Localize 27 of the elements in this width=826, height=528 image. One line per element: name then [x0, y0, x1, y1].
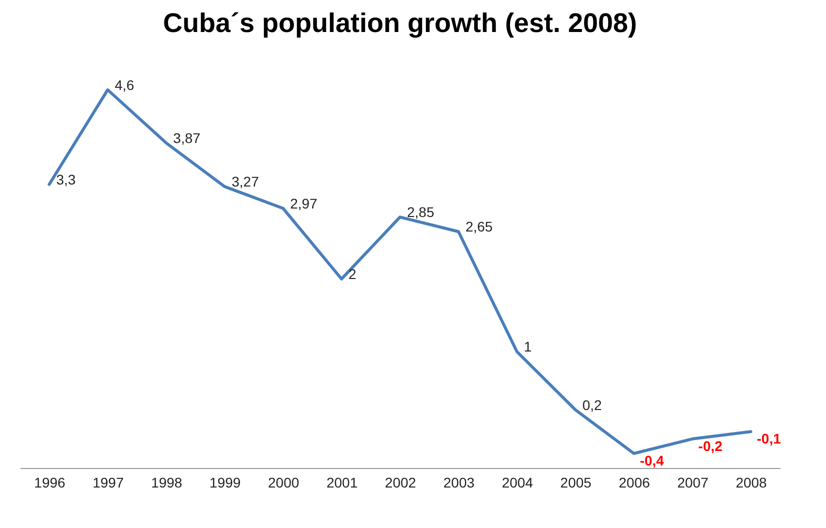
data-label: 3,27	[232, 174, 260, 190]
x-tick-label: 2004	[502, 474, 534, 490]
chart-title: Cuba´s population growth (est. 2008)	[162, 8, 638, 38]
data-label: 2,85	[407, 204, 434, 220]
data-label: 0,2	[582, 396, 602, 413]
data-label: 4,6	[114, 76, 134, 93]
data-label: 3,3	[56, 171, 76, 188]
data-label: 3,87	[173, 130, 201, 146]
data-label: 2,97	[290, 195, 318, 212]
x-tick-label: 2006	[618, 474, 650, 490]
x-tick-label: 2005	[560, 474, 592, 490]
x-tick-label: 1999	[210, 474, 241, 490]
x-tick-label: 1998	[151, 474, 182, 490]
x-tick-label: 2007	[677, 474, 709, 490]
data-label: 1	[524, 338, 532, 355]
data-label: -0,2	[698, 438, 723, 454]
x-tick-label: 2008	[736, 474, 768, 490]
x-tick-label: 2002	[384, 474, 416, 490]
x-tick-label: 1997	[92, 474, 124, 490]
data-label: 2	[348, 266, 357, 282]
x-tick-label: 2000	[268, 474, 300, 490]
x-tick-label: 1996	[34, 474, 66, 490]
data-label: 2,65	[465, 218, 493, 235]
data-label: -0,4	[640, 452, 664, 468]
x-tick-label: 2001	[326, 474, 358, 490]
data-label: -0,1	[756, 430, 782, 447]
x-tick-label: 2003	[443, 474, 475, 490]
